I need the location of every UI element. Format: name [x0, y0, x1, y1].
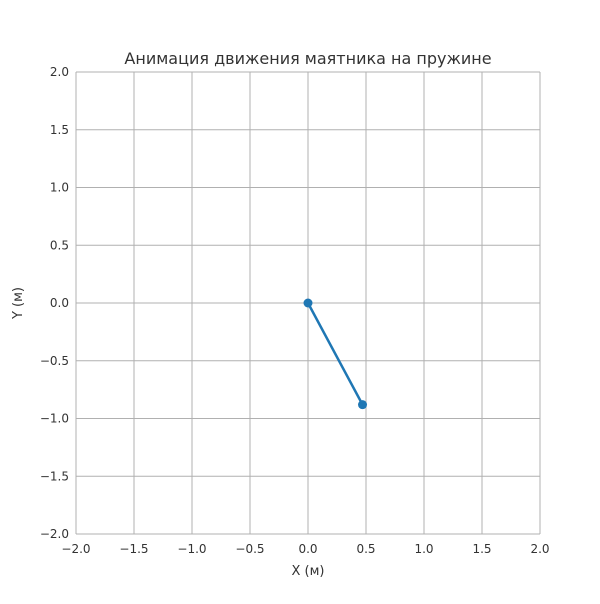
x-tick-label: 2.0 [530, 542, 549, 556]
y-tick-label: −1.5 [40, 469, 69, 483]
bob-point [358, 400, 368, 410]
y-tick-label: 1.5 [50, 123, 69, 137]
x-axis-label: X (м) [292, 564, 325, 579]
y-tick-label: 0.0 [50, 296, 69, 310]
y-axis-label: Y (м) [11, 287, 26, 320]
x-tick-label: 0.0 [298, 542, 317, 556]
x-tick-label: −1.0 [177, 542, 206, 556]
chart-title: Анимация движения маятника на пружине [124, 49, 491, 68]
x-tick-label: −1.5 [119, 542, 148, 556]
x-tick-label: 1.0 [414, 542, 433, 556]
x-tick-label: 1.5 [472, 542, 491, 556]
x-tick-label: 0.5 [356, 542, 375, 556]
y-tick-label: 2.0 [50, 65, 69, 79]
x-tick-label: −0.5 [235, 542, 264, 556]
y-tick-label: 1.0 [50, 181, 69, 195]
y-tick-label: −0.5 [40, 354, 69, 368]
y-tick-label: −1.0 [40, 412, 69, 426]
series-layer [303, 298, 368, 410]
pendulum-rod-line [306, 301, 364, 406]
y-tick-label: 0.5 [50, 238, 69, 252]
y-tick-label: −2.0 [40, 527, 69, 541]
tick-layer: −2.0 −1.5 −1.0 −0.5 0.0 0.5 1.0 1.5 2.0 −2.0 −1.5 −… [40, 65, 550, 556]
pivot-point [303, 298, 313, 308]
x-tick-label: −2.0 [61, 542, 90, 556]
